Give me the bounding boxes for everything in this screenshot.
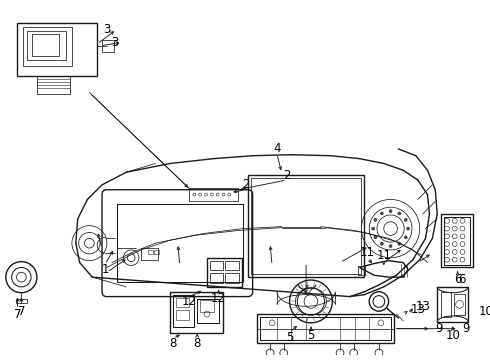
Bar	[260, 317, 391, 340]
Bar	[257, 314, 393, 343]
Text: 11: 11	[360, 246, 375, 259]
Text: 6: 6	[458, 273, 466, 285]
Bar	[441, 214, 473, 267]
Text: 12: 12	[182, 295, 197, 308]
Circle shape	[404, 219, 407, 221]
Bar	[197, 298, 219, 323]
Bar	[102, 40, 114, 52]
Text: 7: 7	[14, 307, 21, 321]
Text: 13: 13	[410, 303, 425, 316]
Bar	[251, 178, 362, 274]
Circle shape	[389, 244, 392, 248]
Circle shape	[398, 242, 401, 245]
Text: 9: 9	[463, 322, 470, 335]
Bar	[176, 310, 190, 320]
Circle shape	[404, 236, 407, 239]
Bar	[154, 250, 159, 254]
Bar	[190, 188, 238, 201]
Bar	[176, 298, 190, 307]
Bar	[117, 204, 243, 282]
Text: 1: 1	[101, 263, 109, 276]
Text: 13: 13	[415, 300, 430, 313]
Text: 11: 11	[376, 249, 392, 262]
Text: 12: 12	[211, 292, 226, 305]
Circle shape	[374, 219, 377, 221]
Bar	[437, 287, 468, 322]
Bar	[27, 31, 66, 60]
Bar	[170, 292, 223, 333]
Text: 6: 6	[454, 273, 462, 285]
Bar	[173, 294, 195, 327]
Bar	[32, 34, 59, 56]
Bar	[16, 298, 27, 303]
Text: 8: 8	[169, 337, 176, 350]
Circle shape	[371, 227, 374, 230]
Circle shape	[380, 242, 383, 245]
Bar	[225, 273, 239, 283]
Circle shape	[389, 210, 392, 212]
Text: 5: 5	[286, 331, 293, 344]
Bar	[358, 266, 366, 275]
Text: 9: 9	[436, 322, 443, 335]
Text: 3: 3	[103, 23, 111, 36]
Bar	[24, 27, 72, 66]
Text: 7: 7	[18, 305, 25, 318]
Bar	[441, 292, 451, 317]
Bar	[37, 76, 70, 94]
Text: 10: 10	[445, 329, 460, 342]
Bar	[147, 250, 152, 254]
Bar	[141, 248, 158, 260]
Bar	[225, 261, 239, 270]
Bar	[210, 261, 223, 270]
Text: 2: 2	[283, 168, 291, 182]
Bar	[248, 175, 365, 277]
Circle shape	[398, 212, 401, 215]
Bar	[207, 258, 242, 287]
Bar	[444, 217, 470, 265]
Bar	[200, 301, 214, 312]
Circle shape	[374, 236, 377, 239]
Text: 5: 5	[307, 329, 315, 342]
Text: 4: 4	[273, 143, 281, 156]
Bar	[210, 273, 223, 283]
Text: 2: 2	[242, 178, 249, 192]
Text: 8: 8	[194, 337, 201, 350]
Bar	[18, 23, 97, 76]
Text: 10: 10	[478, 305, 490, 318]
Circle shape	[380, 212, 383, 215]
Text: 3: 3	[111, 36, 119, 49]
Bar	[454, 294, 465, 315]
Circle shape	[407, 227, 410, 230]
